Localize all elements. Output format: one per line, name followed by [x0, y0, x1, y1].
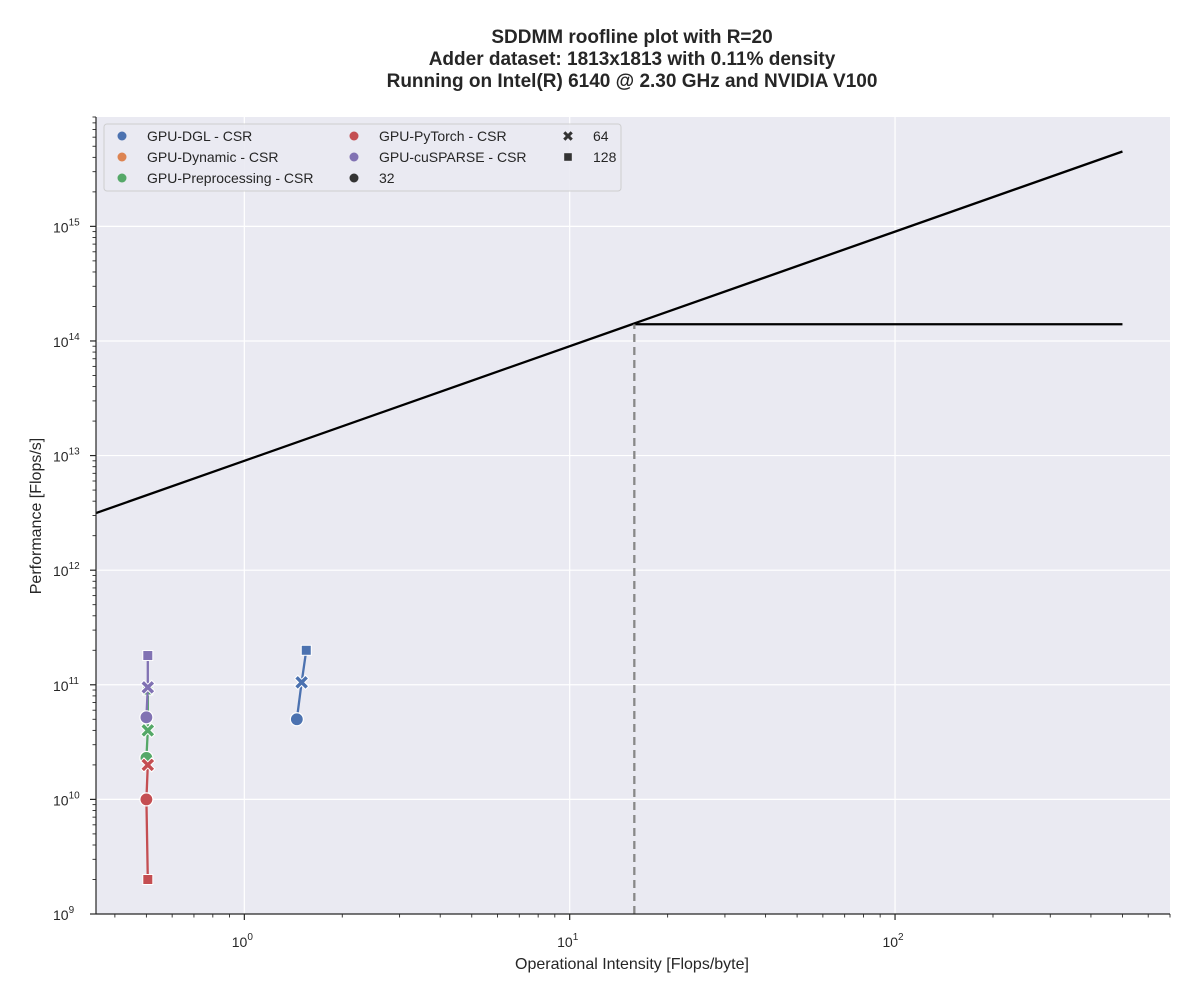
roofline [95, 150, 1123, 914]
x-tick-labels: 100 101 102 [232, 932, 904, 950]
legend-marker [117, 131, 127, 141]
legend-marker [349, 173, 359, 183]
data-point-square [300, 644, 312, 656]
y-axis-label: Performance [Flops/s] [28, 438, 45, 595]
chart-title-line: Adder dataset: 1813x1813 with 0.11% dens… [429, 49, 836, 70]
chart-title-line: Running on Intel(R) 6140 @ 2.30 GHz and … [387, 71, 878, 92]
y-tick-label: 1012 [53, 561, 80, 579]
legend-marker [117, 173, 127, 183]
legend-label: 64 [593, 128, 609, 144]
data-point-circle [139, 710, 154, 725]
series-gpu-cusparse-csr [139, 650, 156, 725]
y-tick-label: 1015 [53, 217, 80, 235]
data-series [139, 644, 312, 886]
legend-marker [349, 152, 359, 162]
y-tick-label: 1010 [53, 790, 80, 808]
chart-title-line: SDDMM roofline plot with R=20 [491, 27, 772, 48]
y-tick-labels: 109 1010 1011 1012 1013 1014 1015 [53, 217, 80, 923]
legend-item: GPU-Preprocessing - CSR [117, 170, 314, 186]
legend-item: GPU-PyTorch - CSR [349, 128, 507, 144]
legend-item: GPU-cuSPARSE - CSR [349, 149, 527, 165]
x-tick-label: 100 [232, 932, 254, 950]
plot-area [96, 117, 1170, 914]
legend-item: GPU-DGL - CSR [117, 128, 252, 144]
series-gpu-dgl-csr [289, 644, 312, 727]
legend-label: GPU-PyTorch - CSR [379, 128, 507, 144]
legend-label: 32 [379, 170, 395, 186]
legend-label: GPU-DGL - CSR [147, 128, 252, 144]
legend-label: GPU-Dynamic - CSR [147, 149, 278, 165]
data-point-x [140, 722, 156, 739]
y-tick-label: 1013 [53, 447, 80, 465]
y-tick-label: 109 [53, 905, 75, 923]
legend-marker [349, 131, 359, 141]
data-point-x [140, 679, 156, 696]
data-point-x [293, 674, 310, 691]
legend-marker [117, 152, 127, 162]
legend-marker [563, 131, 573, 141]
legend-item: 128 [564, 149, 617, 165]
legend-box [103, 123, 622, 192]
axes [95, 117, 1170, 915]
x-axis-label: Operational Intensity [Flops/byte] [515, 956, 749, 973]
data-point-square [142, 650, 154, 662]
data-point-square [142, 874, 154, 886]
legend-item: GPU-Dynamic - CSR [117, 149, 278, 165]
legend-label: GPU-cuSPARSE - CSR [379, 149, 527, 165]
series-line [145, 764, 149, 880]
x-tick-label: 101 [557, 932, 579, 950]
y-tick-label: 1011 [53, 676, 79, 694]
data-point-circle [289, 712, 304, 727]
legend: GPU-DGL - CSR GPU-Dynamic - CSR GPU-Prepro… [103, 123, 622, 192]
legend-label: GPU-Preprocessing - CSR [147, 170, 314, 186]
legend-item: 64 [563, 128, 609, 144]
data-point-circle [139, 792, 154, 807]
grid-lines [96, 117, 1170, 914]
y-tick-label: 1014 [53, 332, 80, 350]
legend-marker [564, 153, 572, 161]
x-tick-label: 102 [882, 932, 904, 950]
series-gpu-pytorch-csr [139, 757, 156, 886]
memory-bound-line [95, 150, 1123, 515]
legend-label: 128 [593, 149, 617, 165]
data-point-x [140, 757, 156, 773]
legend-item: 32 [349, 170, 395, 186]
